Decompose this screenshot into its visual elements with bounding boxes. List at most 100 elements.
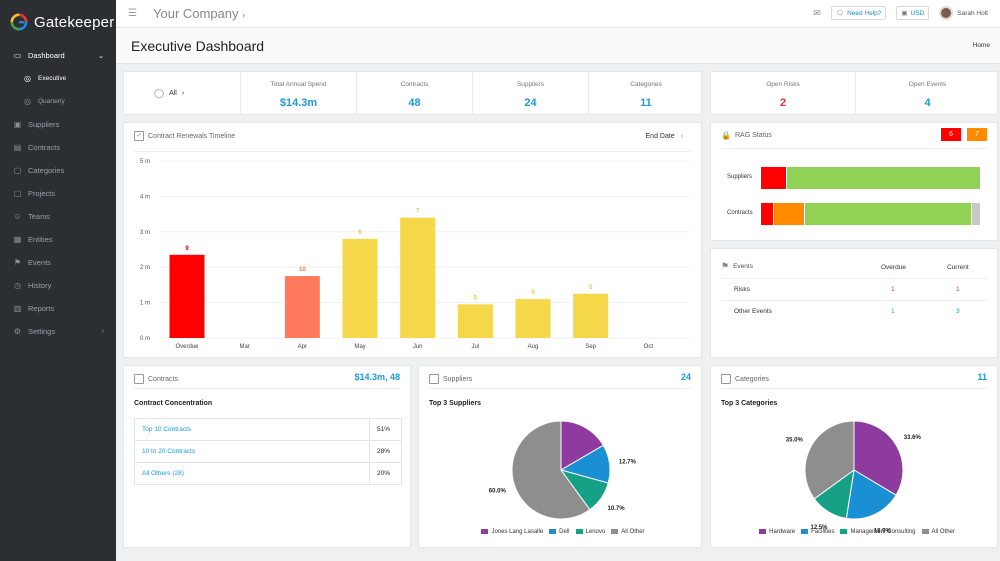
sidebar-item-dashboard[interactable]: ▭ Dashboard ⌄	[0, 44, 116, 67]
legend-item[interactable]: Facilities	[795, 528, 834, 535]
section-title: Top 3 Suppliers	[429, 400, 481, 407]
stat-label: Open Events	[908, 81, 947, 88]
red-status-badge[interactable]: 6	[941, 128, 961, 141]
event-row[interactable]: Other Events 1 3	[721, 301, 987, 323]
pie-slice[interactable]	[853, 420, 904, 496]
company-switcher[interactable]: Your Company ›	[153, 6, 245, 21]
monitor-icon: ▭	[13, 51, 22, 60]
document-icon	[134, 374, 144, 384]
sidebar-item-quarterly[interactable]: ◎ Quarterly	[0, 90, 116, 113]
bar[interactable]	[400, 217, 436, 338]
filter-button[interactable]: ◯ All ›	[154, 88, 184, 99]
legend-item[interactable]: Management Consulting	[834, 528, 916, 535]
legend-item[interactable]: Lenovo	[570, 528, 605, 535]
rag-segment[interactable]	[804, 203, 973, 225]
sidebar: Gatekeeper ▭ Dashboard ⌄ ◎ Executive ◎ Quarter…	[0, 0, 116, 561]
sidebar-item-history[interactable]: ◷ History	[0, 274, 116, 297]
bar-data-label: 5	[474, 295, 478, 301]
categories-pie-chart: 33.6% 18.9% 12.5% 35.0%	[786, 420, 921, 534]
table-row[interactable]: Top 10 Contracts 51%	[134, 418, 402, 441]
stat-total-spend[interactable]: Total Annual Spend $14.3m	[240, 72, 356, 114]
bar[interactable]	[515, 299, 551, 338]
sidebar-item-label: Teams	[28, 212, 51, 221]
menu-toggle-icon[interactable]: ☰	[128, 8, 137, 19]
table-row[interactable]: 10 to 20 Contracts 28%	[134, 440, 402, 463]
sidebar-item-suppliers[interactable]: ▣ Suppliers	[0, 113, 116, 136]
stat-categories[interactable]: Categories 11	[588, 72, 703, 114]
x-tick-label: Mar	[239, 344, 249, 350]
risks-card: Open Risks 2 Open Events 4	[710, 71, 998, 115]
sidebar-item-settings[interactable]: ⚙ Settings ›	[0, 320, 116, 343]
legend-label: All Other	[621, 529, 645, 535]
divider	[134, 388, 400, 389]
stat-open-events[interactable]: Open Events 4	[855, 72, 999, 114]
help-label: Need Help?	[847, 9, 882, 17]
sidebar-item-reports[interactable]: ▥ Reports	[0, 297, 116, 320]
event-row[interactable]: Risks 1 1	[721, 279, 987, 301]
sidebar-item-contracts[interactable]: ▤ Contracts	[0, 136, 116, 159]
sidebar-item-teams[interactable]: ☺ Teams	[0, 205, 116, 228]
legend-item[interactable]: Jones Lang Lasalle	[475, 528, 543, 535]
legend-label: Hardware	[769, 529, 796, 535]
bar[interactable]	[457, 304, 493, 338]
legend-item[interactable]: All Other	[916, 528, 955, 535]
pie-slice[interactable]	[845, 469, 897, 520]
legend-label: All Other	[931, 529, 955, 535]
sidebar-item-events[interactable]: ⚑ Events	[0, 251, 116, 274]
y-tick-label: 0 m	[140, 336, 150, 342]
concentration-table: Top 10 Contracts 51% 10 to 20 Contracts 28%…	[134, 418, 402, 485]
event-current-count: 3	[956, 308, 960, 315]
pie-slice[interactable]	[511, 420, 591, 520]
event-label: Other Events	[734, 308, 772, 315]
row-label-link[interactable]: All Others (28)	[134, 462, 370, 485]
col-current: Current	[947, 264, 969, 271]
rag-segment[interactable]	[774, 203, 805, 225]
orange-status-badge[interactable]: 7	[967, 128, 987, 141]
bar[interactable]	[284, 276, 320, 338]
money-icon: ▣	[901, 10, 908, 17]
user-menu[interactable]: Sarah Holt	[939, 6, 988, 20]
rag-stacked-bar[interactable]	[761, 167, 981, 189]
stat-suppliers[interactable]: Suppliers 24	[472, 72, 588, 114]
bar-data-label: 10	[299, 267, 306, 273]
rag-segment[interactable]	[787, 167, 981, 189]
bar-data-label: 5	[531, 290, 535, 296]
pie-slice[interactable]	[804, 420, 855, 500]
event-overdue-count: 1	[891, 286, 895, 293]
users-icon: ☺	[13, 212, 22, 221]
sidebar-item-projects[interactable]: ▢ Projects	[0, 182, 116, 205]
chart-icon: ▥	[13, 304, 22, 313]
stat-open-risks[interactable]: Open Risks 2	[711, 72, 855, 114]
sidebar-item-executive[interactable]: ◎ Executive	[0, 67, 116, 90]
currency-button[interactable]: ▣ USD	[896, 6, 930, 20]
section-title: Contract Concentration	[134, 400, 213, 407]
lock-icon: 🔒	[721, 131, 731, 140]
sidebar-item-categories[interactable]: ▢ Categories	[0, 159, 116, 182]
stat-contracts[interactable]: Contracts 48	[356, 72, 472, 114]
table-row[interactable]: All Others (28) 20%	[134, 462, 402, 485]
sidebar-item-entities[interactable]: ▦ Entities	[0, 228, 116, 251]
row-label-link[interactable]: Top 10 Contracts	[134, 418, 370, 441]
row-label-link[interactable]: 10 to 20 Contracts	[134, 440, 370, 463]
mail-icon[interactable]: ✉	[813, 7, 821, 18]
rag-segment[interactable]	[761, 167, 788, 189]
legend-item[interactable]: Hardware	[753, 528, 796, 535]
pie-slice-label: 12.5%	[810, 525, 828, 531]
logo[interactable]: Gatekeeper	[0, 0, 116, 44]
breadcrumb[interactable]: Home	[972, 42, 990, 49]
legend-item[interactable]: Dell	[543, 528, 570, 535]
rag-segment[interactable]	[972, 203, 981, 225]
legend-swatch	[840, 528, 848, 534]
bar[interactable]	[342, 238, 378, 338]
bar[interactable]	[169, 254, 205, 338]
legend-item[interactable]: All Other	[605, 528, 645, 535]
bar[interactable]	[573, 293, 609, 338]
sort-label: End Date	[645, 133, 675, 140]
sort-dropdown[interactable]: End Date ›	[646, 133, 683, 140]
rag-stacked-bar[interactable]	[761, 203, 981, 225]
legend-swatch	[921, 528, 929, 534]
pie-slice[interactable]	[560, 420, 605, 471]
help-button[interactable]: 🗨 Need Help?	[830, 6, 887, 20]
suppliers-pie-chart: 16.6% 12.7% 10.7% 60.0%	[489, 414, 637, 520]
rag-segment[interactable]	[761, 203, 775, 225]
